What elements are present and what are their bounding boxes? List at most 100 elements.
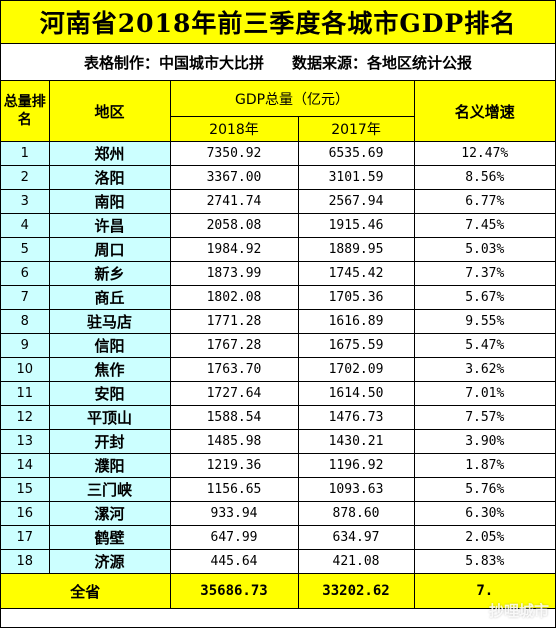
growth-cell: 7.45% bbox=[413, 213, 556, 238]
rank-cell: 3 bbox=[1, 189, 50, 214]
gdp-2018-cell: 1873.99 bbox=[169, 261, 299, 286]
gdp-2018-cell: 1767.28 bbox=[169, 333, 299, 358]
rank-cell: 16 bbox=[1, 501, 50, 526]
gdp-2018-cell: 1763.70 bbox=[169, 357, 299, 382]
gdp-2017-cell: 1705.36 bbox=[297, 285, 415, 310]
page-title: 河南省2018年前三季度各城市GDP排名 bbox=[1, 1, 555, 44]
region-column-header: 地区 bbox=[48, 81, 171, 142]
gdp-2017-cell: 1616.89 bbox=[297, 309, 415, 334]
gdp-2017-cell: 1430.21 bbox=[297, 429, 415, 454]
table-row: 1 郑州 7350.92 6535.69 12.47% bbox=[1, 141, 556, 166]
growth-cell: 12.47% bbox=[413, 141, 556, 166]
gdp-2018-cell: 647.99 bbox=[169, 525, 299, 550]
rank-cell: 6 bbox=[1, 261, 50, 286]
city-cell: 信阳 bbox=[48, 333, 171, 358]
subtitle-bar: 表格制作：中国城市大比拼 数据来源：各地区统计公报 bbox=[1, 44, 555, 81]
city-cell: 漯河 bbox=[48, 501, 171, 526]
year-2018-header: 2018年 bbox=[170, 116, 299, 142]
table-row: 18 济源 445.64 421.08 5.83% bbox=[1, 549, 556, 574]
gdp-2018-cell: 1771.28 bbox=[169, 309, 299, 334]
gdp-total-header: GDP总量（亿元） bbox=[169, 81, 415, 117]
city-cell: 鹤壁 bbox=[48, 525, 171, 550]
growth-cell: 5.83% bbox=[413, 549, 556, 574]
gdp-2018-cell: 933.94 bbox=[169, 501, 299, 526]
city-cell: 周口 bbox=[48, 237, 171, 262]
table-row: 14 濮阳 1219.36 1196.92 1.87% bbox=[1, 453, 556, 478]
city-cell: 南阳 bbox=[48, 189, 171, 214]
growth-cell: 6.30% bbox=[413, 501, 556, 526]
rank-cell: 5 bbox=[1, 237, 50, 262]
gdp-2018-cell: 1156.65 bbox=[169, 477, 299, 502]
growth-cell: 1.87% bbox=[413, 453, 556, 478]
gdp-2018-cell: 2741.74 bbox=[169, 189, 299, 214]
table-maker-credit: 表格制作：中国城市大比拼 bbox=[83, 53, 264, 72]
total-row: 全省 35686.73 33202.62 7. bbox=[1, 573, 556, 609]
rank-cell: 11 bbox=[1, 381, 50, 406]
growth-cell: 5.67% bbox=[413, 285, 556, 310]
growth-cell: 6.77% bbox=[413, 189, 556, 214]
gdp-2017-cell: 3101.59 bbox=[297, 165, 415, 190]
growth-cell: 7.57% bbox=[413, 405, 556, 430]
city-cell: 驻马店 bbox=[48, 309, 171, 334]
rank-cell: 18 bbox=[1, 549, 50, 574]
city-cell: 郑州 bbox=[48, 141, 171, 166]
header-row-1: 总量排名 地区 GDP总量（亿元） 名义增速 bbox=[1, 81, 556, 142]
table-row: 4 许昌 2058.08 1915.46 7.45% bbox=[1, 213, 556, 238]
gdp-2017-cell: 1476.73 bbox=[297, 405, 415, 430]
rank-cell: 1 bbox=[1, 141, 50, 166]
total-2018: 35686.73 bbox=[169, 573, 299, 609]
city-cell: 济源 bbox=[48, 549, 171, 574]
table-row: 8 驻马店 1771.28 1616.89 9.55% bbox=[1, 309, 556, 334]
gdp-2018-cell: 1984.92 bbox=[169, 237, 299, 262]
gdp-2017-cell: 1745.42 bbox=[297, 261, 415, 286]
table-row: 6 新乡 1873.99 1745.42 7.37% bbox=[1, 261, 556, 286]
table-row: 17 鹤壁 647.99 634.97 2.05% bbox=[1, 525, 556, 550]
table-row: 9 信阳 1767.28 1675.59 5.47% bbox=[1, 333, 556, 358]
rank-cell: 13 bbox=[1, 429, 50, 454]
city-cell: 焦作 bbox=[48, 357, 171, 382]
rank-cell: 15 bbox=[1, 477, 50, 502]
growth-cell: 5.47% bbox=[413, 333, 556, 358]
total-2017: 33202.62 bbox=[297, 573, 415, 609]
gdp-2017-cell: 1093.63 bbox=[297, 477, 415, 502]
gdp-2017-cell: 878.60 bbox=[297, 501, 415, 526]
gdp-2017-cell: 1915.46 bbox=[297, 213, 415, 238]
table-row: 16 漯河 933.94 878.60 6.30% bbox=[1, 501, 556, 526]
city-cell: 新乡 bbox=[48, 261, 171, 286]
rank-cell: 17 bbox=[1, 525, 50, 550]
gdp-2018-cell: 1802.08 bbox=[169, 285, 299, 310]
rank-cell: 14 bbox=[1, 453, 50, 478]
growth-cell: 2.05% bbox=[413, 525, 556, 550]
table-row: 13 开封 1485.98 1430.21 3.90% bbox=[1, 429, 556, 454]
gdp-2018-cell: 2058.08 bbox=[169, 213, 299, 238]
growth-column-header: 名义增速 bbox=[413, 81, 556, 142]
rank-cell: 10 bbox=[1, 357, 50, 382]
gdp-2017-cell: 6535.69 bbox=[297, 141, 415, 166]
gdp-2018-cell: 1485.98 bbox=[169, 429, 299, 454]
total-growth: 7. bbox=[413, 573, 556, 609]
gdp-2018-cell: 3367.00 bbox=[169, 165, 299, 190]
gdp-2018-cell: 7350.92 bbox=[169, 141, 299, 166]
city-cell: 濮阳 bbox=[48, 453, 171, 478]
table-row: 12 平顶山 1588.54 1476.73 7.57% bbox=[1, 405, 556, 430]
growth-cell: 5.76% bbox=[413, 477, 556, 502]
table-row: 3 南阳 2741.74 2567.94 6.77% bbox=[1, 189, 556, 214]
table-row: 15 三门峡 1156.65 1093.63 5.76% bbox=[1, 477, 556, 502]
header-row-2: 2018年 2017年 bbox=[1, 116, 555, 142]
city-cell: 许昌 bbox=[48, 213, 171, 238]
gdp-2017-cell: 1614.50 bbox=[297, 381, 415, 406]
gdp-2018-cell: 1219.36 bbox=[169, 453, 299, 478]
city-cell: 平顶山 bbox=[48, 405, 171, 430]
city-cell: 商丘 bbox=[48, 285, 171, 310]
rank-cell: 12 bbox=[1, 405, 50, 430]
gdp-2017-cell: 1675.59 bbox=[297, 333, 415, 358]
gdp-2018-cell: 1588.54 bbox=[169, 405, 299, 430]
data-source-credit: 数据来源：各地区统计公报 bbox=[292, 53, 473, 72]
growth-cell: 5.03% bbox=[413, 237, 556, 262]
growth-cell: 7.01% bbox=[413, 381, 556, 406]
city-cell: 三门峡 bbox=[48, 477, 171, 502]
gdp-2018-cell: 1727.64 bbox=[169, 381, 299, 406]
gdp-2018-cell: 445.64 bbox=[169, 549, 299, 574]
rank-cell: 7 bbox=[1, 285, 50, 310]
